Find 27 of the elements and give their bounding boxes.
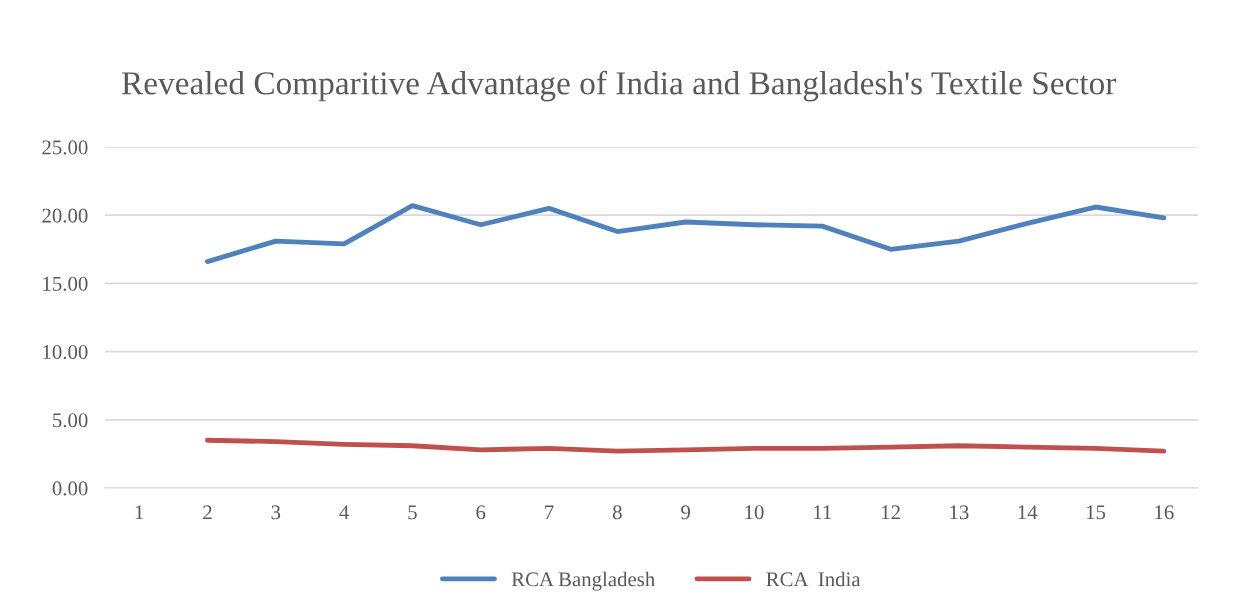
x-tick-label: 4 (339, 505, 349, 520)
x-tick-label: 1 (135, 505, 144, 520)
x-tick-label: 8 (612, 505, 622, 520)
x-tick-label: 9 (681, 505, 691, 520)
x-tick-label: 12 (882, 505, 900, 520)
x-tick-label: 15 (1086, 505, 1106, 520)
y-tick-label: 20.00 (42, 208, 88, 223)
x-tick-label: 2 (203, 505, 212, 520)
line-series (205, 437, 1167, 454)
y-tick-label: 5.00 (53, 413, 88, 428)
legend-label: RCA Bangladesh (511, 571, 655, 591)
x-tick-label: 5 (408, 505, 417, 520)
x-tick-label: 13 (950, 505, 969, 520)
y-tick-label: 0.00 (52, 481, 88, 496)
y-tick-label: 15.00 (43, 276, 88, 291)
y-tick-label: 10.00 (43, 344, 88, 360)
line-series (205, 203, 1167, 265)
x-tick-label: 16 (1155, 505, 1174, 520)
x-tick-label: 3 (271, 505, 281, 520)
x-tick-label: 6 (476, 505, 486, 520)
chart-title: Revealed Comparitive Advantage of India and Bangladesh's Textile Sector (121, 70, 1117, 102)
x-tick-label: 7 (545, 505, 554, 520)
x-tick-label: 11 (814, 505, 832, 520)
y-tick-label: 25.00 (42, 140, 88, 155)
x-tick-label: 10 (745, 505, 764, 520)
legend-label: RCA India (766, 571, 861, 587)
x-tick-label: 14 (1018, 505, 1038, 520)
